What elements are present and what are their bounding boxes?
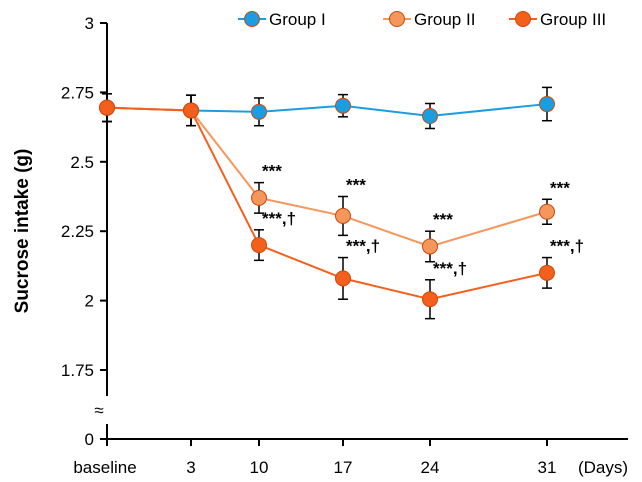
data-point xyxy=(422,107,438,124)
legend-label: Group II xyxy=(414,10,475,29)
significance-label: ***,† xyxy=(346,237,380,256)
x-tick-label: 24 xyxy=(421,458,440,477)
data-point xyxy=(251,103,267,120)
x-unit-label: (Days) xyxy=(578,458,628,477)
series-group xyxy=(99,93,555,263)
series-line xyxy=(106,106,548,301)
y-tick-label: 3 xyxy=(85,14,94,33)
data-point xyxy=(335,97,351,114)
data-point xyxy=(251,237,267,254)
legend-label: Group III xyxy=(540,10,606,29)
x-tick-label: 17 xyxy=(334,458,353,477)
y-tick-label: 0 xyxy=(85,430,94,449)
series-layer xyxy=(99,86,555,320)
legend-marker xyxy=(389,11,405,27)
series-group xyxy=(99,86,555,130)
y-ticks: 0 1.75 2 2.25 2.5 2.75 3 xyxy=(61,14,107,449)
legend-marker xyxy=(244,11,260,27)
y-axis-break-symbol: ≈ xyxy=(94,401,103,420)
data-point xyxy=(539,203,555,220)
y-tick-label: 2.5 xyxy=(70,153,94,172)
y-tick-label: 2.25 xyxy=(61,222,94,241)
significance-label: ***,† xyxy=(262,209,296,228)
series-group xyxy=(99,93,555,320)
significance-label: *** xyxy=(550,178,570,197)
significance-label: *** xyxy=(433,210,453,229)
data-point xyxy=(539,264,555,281)
y-tick-label: 2.75 xyxy=(61,83,94,102)
data-point xyxy=(183,102,199,119)
significance-label: *** xyxy=(346,176,366,195)
data-point xyxy=(99,99,115,116)
significance-label: ***,† xyxy=(550,237,584,256)
x-tick-label: 3 xyxy=(186,458,195,477)
x-tick-label: baseline xyxy=(73,458,136,477)
data-point xyxy=(539,96,555,113)
y-tick-label: 1.75 xyxy=(61,361,94,380)
legend-label: Group I xyxy=(269,10,326,29)
data-point xyxy=(335,270,351,287)
data-point xyxy=(422,291,438,308)
significance-label: *** xyxy=(262,162,282,181)
annotations: *** *** *** *** ***,† ***,† ***,† ***,† xyxy=(262,162,584,278)
x-tick-label: 31 xyxy=(538,458,557,477)
axes: ≈ (Days) Sucrose intake (g) xyxy=(12,23,628,477)
x-tick-label: 10 xyxy=(250,458,269,477)
y-axis-label: Sucrose intake (g) xyxy=(12,149,33,314)
legend-marker xyxy=(515,11,531,27)
data-point xyxy=(251,189,267,206)
data-point xyxy=(422,238,438,255)
significance-label: ***,† xyxy=(433,259,467,278)
x-ticks: baseline 3 10 17 24 31 xyxy=(73,439,556,477)
y-tick-label: 2 xyxy=(85,292,94,311)
data-point xyxy=(335,207,351,224)
legend: Group I Group II Group III xyxy=(238,10,606,29)
series-line xyxy=(106,106,548,248)
